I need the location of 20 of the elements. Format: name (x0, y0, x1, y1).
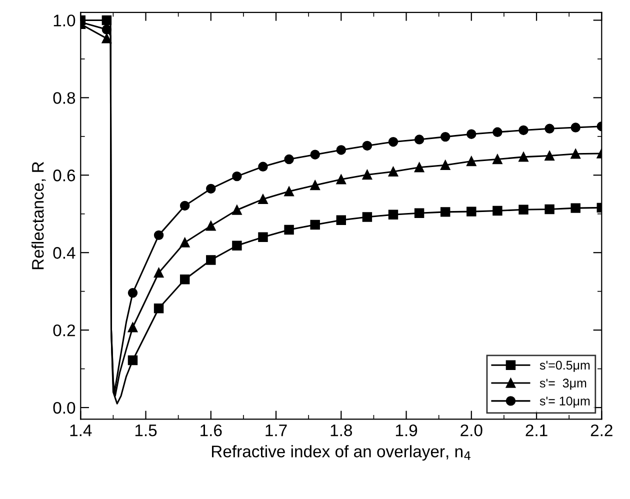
y-axis-title: Reflectance, R (32, 162, 46, 270)
y-tick-label: 0.8 (53, 92, 76, 104)
x-axis-title: Refractive index of an overlayer, n$_{4}$ (212, 445, 470, 461)
legend-label: s'= 10μm (540, 396, 590, 408)
legend-label: s'= 3μm (540, 378, 586, 390)
y-tick-label: 0.0 (53, 402, 76, 414)
x-tick-label: 2.2 (590, 424, 612, 436)
y-tick-label: 0.6 (53, 170, 76, 182)
x-tick-label: 1.6 (200, 424, 222, 436)
x-tick-label: 1.4 (70, 424, 92, 436)
x-tick-label: 2.1 (526, 424, 548, 436)
legend-label: s'=0.5μm (540, 360, 590, 372)
x-tick-label: 2.0 (460, 424, 482, 436)
x-tick-label: 1.7 (266, 424, 287, 436)
y-tick-label: 1.0 (54, 14, 76, 26)
y-tick-label: 0.4 (53, 247, 76, 259)
y-tick-label: 0.2 (53, 324, 75, 336)
x-tick-label: 1.9 (396, 424, 418, 436)
x-tick-label: 1.8 (330, 424, 352, 436)
x-tick-label: 1.5 (135, 424, 157, 436)
